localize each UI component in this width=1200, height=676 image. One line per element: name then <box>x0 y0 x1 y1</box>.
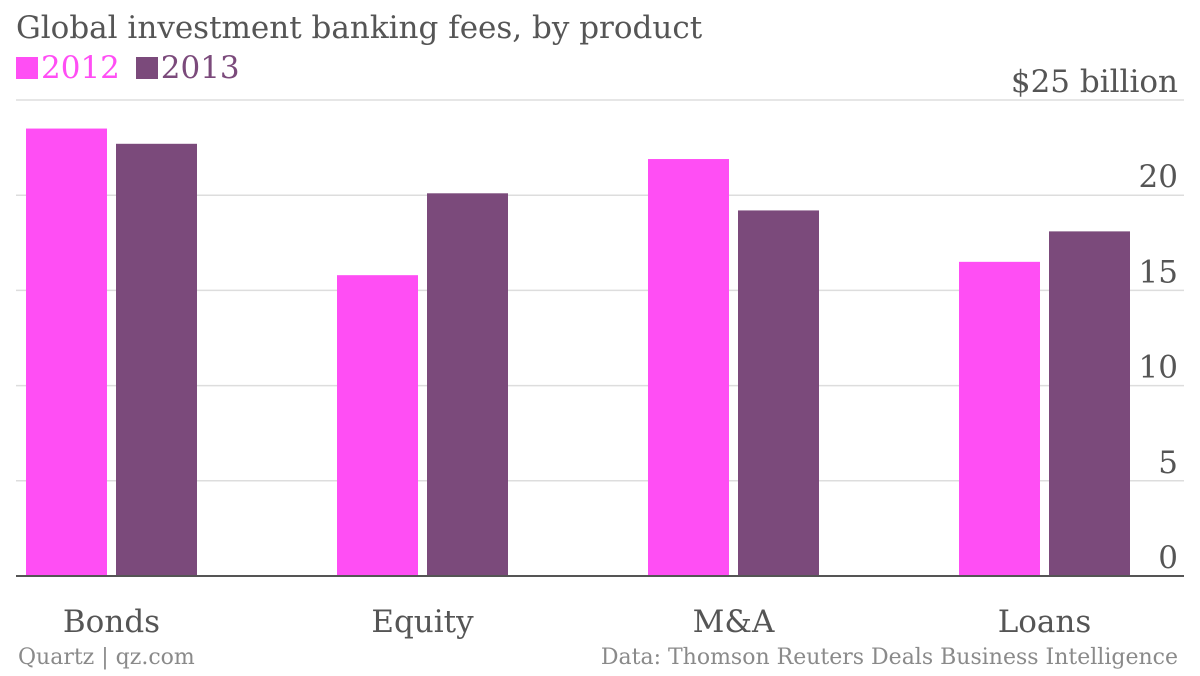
legend-label-2012: 2012 <box>41 50 120 86</box>
legend-swatch-2013 <box>135 57 158 79</box>
legend: 2012 2013 <box>16 50 246 86</box>
legend-item-2012: 2012 <box>16 50 120 86</box>
x-tick-label: Loans <box>998 604 1092 640</box>
y-tick-label: 15 <box>1139 254 1178 290</box>
y-tick-label: 0 <box>1158 540 1178 576</box>
legend-item-2013: 2013 <box>135 50 240 86</box>
x-tick-label: M&A <box>693 604 775 640</box>
bar-2012-loans <box>959 261 1040 576</box>
bar-2013-bonds <box>116 143 197 577</box>
bar-2013-loans <box>1049 231 1130 576</box>
y-tick-label: 5 <box>1158 445 1178 481</box>
bar-2013-equity <box>427 193 508 576</box>
bar-2012-equity <box>337 275 418 576</box>
bar-2013-ma <box>738 210 819 576</box>
legend-label-2013: 2013 <box>160 50 240 86</box>
legend-swatch-2012 <box>16 57 38 79</box>
source-text: Data: Thomson Reuters Deals Business Int… <box>600 645 1178 670</box>
x-tick-label: Bonds <box>63 604 160 640</box>
x-tick-label: Equity <box>371 604 474 640</box>
y-tick-label: 20 <box>1139 159 1178 195</box>
bar-2012-bonds <box>26 128 107 576</box>
y-tick-label: $25 billion <box>1011 64 1178 100</box>
bar-2012-ma <box>648 159 729 577</box>
credit-text: Quartz | qz.com <box>18 645 195 670</box>
y-tick-label: 10 <box>1139 350 1178 386</box>
chart-title: Global investment banking fees, by produ… <box>16 10 703 46</box>
